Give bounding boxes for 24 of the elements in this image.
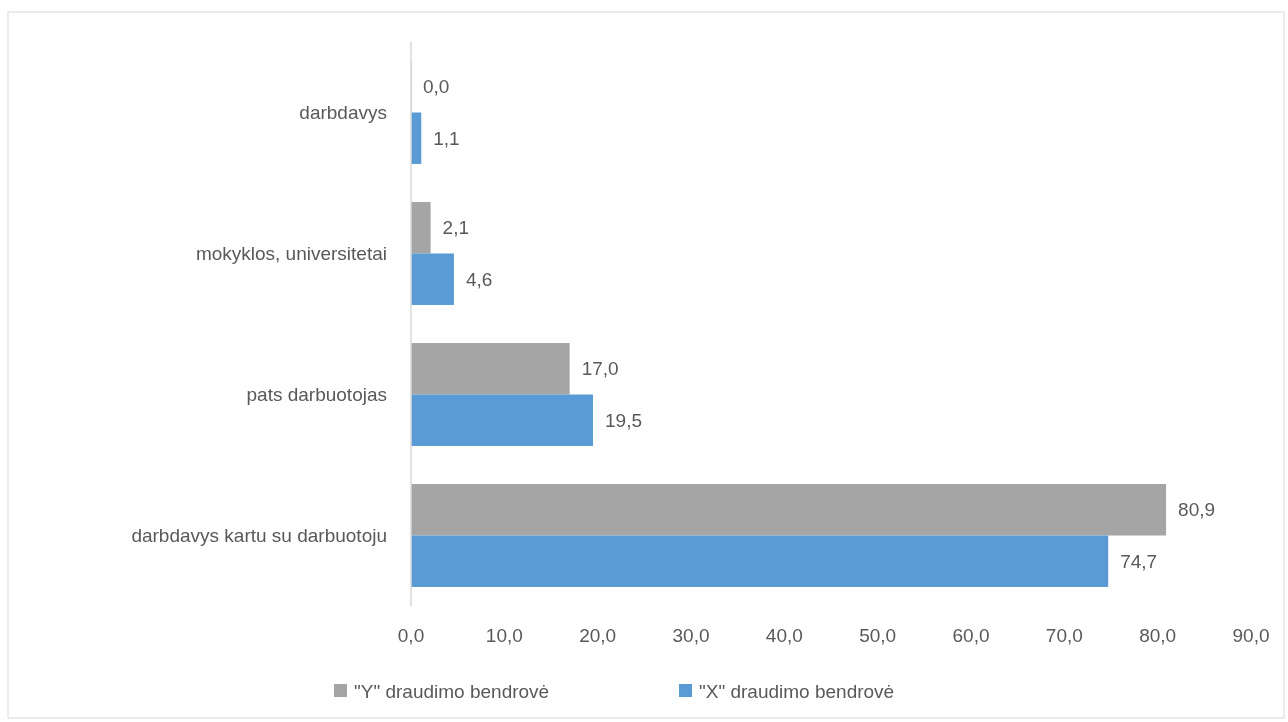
legend-label: "X" draudimo bendrovė — [699, 680, 895, 702]
data-label: 1,1 — [433, 127, 460, 149]
data-label: 17,0 — [581, 358, 619, 380]
x-tick-label: 60,0 — [952, 624, 990, 646]
y-tick-label: mokyklos, universitetai — [195, 243, 387, 265]
data-label: 74,7 — [1120, 550, 1158, 572]
data-label: 80,9 — [1178, 499, 1216, 521]
data-label: 0,0 — [423, 76, 450, 98]
x-tick-label: 10,0 — [485, 624, 523, 646]
x-tick-label: 0,0 — [397, 624, 425, 646]
data-label: 4,6 — [465, 268, 493, 290]
y-tick-label: darbdavys — [299, 102, 387, 124]
x-tick-label: 80,0 — [1139, 624, 1177, 646]
x-tick-label: 40,0 — [765, 624, 803, 646]
y-tick-label: pats darbuotojas — [246, 384, 387, 406]
data-label: 19,5 — [605, 409, 642, 431]
data-label: 2,1 — [442, 217, 470, 239]
legend-label: "Y" draudimo bendrovė — [354, 680, 550, 702]
x-tick-label: 70,0 — [1045, 624, 1083, 646]
x-tick-label: 90,0 — [1232, 624, 1270, 646]
y-tick-label: darbdavys kartu su darbuotoju — [131, 525, 387, 547]
x-tick-label: 50,0 — [859, 624, 897, 646]
x-tick-label: 30,0 — [672, 624, 710, 646]
x-tick-label: 20,0 — [579, 624, 617, 646]
